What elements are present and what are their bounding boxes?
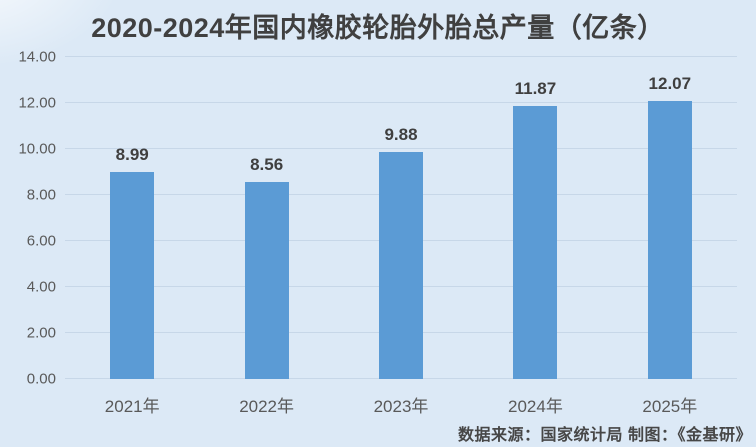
bar-slot: 12.07: [603, 57, 737, 379]
y-tick-label: 8.00: [26, 186, 56, 204]
bar-value-label: 8.99: [115, 145, 149, 165]
bar: [110, 172, 155, 379]
y-tick-label: 6.00: [26, 232, 56, 250]
gridline: [65, 102, 737, 103]
x-tick-label: 2025年: [642, 397, 698, 416]
y-tick-label: 0.00: [26, 370, 56, 388]
y-tick-label: 14.00: [18, 48, 56, 66]
source-note: 数据来源：国家统计局 制图：《金基研》: [458, 427, 752, 444]
x-tick-label: 2023年: [373, 397, 429, 416]
plot-area: 8.99 8.56 9.88 11.87 12.07: [65, 56, 737, 379]
bar: [379, 151, 424, 379]
x-tick-label: 2024年: [508, 397, 563, 416]
bar: [647, 101, 692, 379]
y-tick-label: 4.00: [26, 278, 56, 296]
bar-slot: 8.56: [199, 57, 333, 379]
y-tick-label: 12.00: [18, 94, 56, 112]
bar-value-label: 9.88: [384, 124, 418, 144]
bar-slot: 11.87: [468, 57, 602, 379]
bar-value-label: 8.56: [250, 155, 284, 175]
bar: [513, 106, 558, 379]
y-tick-label: 2.00: [26, 324, 56, 342]
bar-slot: 9.88: [334, 57, 468, 379]
chart-title: 2020-2024年国内橡胶轮胎外胎总产量（亿条）: [91, 13, 665, 43]
gridline: [65, 56, 737, 57]
bar-slot: 8.99: [65, 57, 199, 379]
y-axis-labels: 0.00 2.00 4.00 6.00 8.00 10.00 12.00 14.00: [0, 49, 56, 388]
bars-layer: 8.99 8.56 9.88 11.87 12.07: [65, 57, 737, 379]
bar-value-label: 11.87: [514, 79, 557, 98]
x-axis-labels: 2021年 2022年 2023年 2024年 2025年: [65, 392, 737, 417]
bar: [244, 182, 289, 379]
bar-value-label: 12.07: [648, 74, 692, 94]
y-tick-label: 10.00: [18, 140, 56, 158]
gridline: [65, 148, 737, 149]
x-tick-label: 2022年: [239, 397, 295, 416]
x-tick-label: 2021年: [104, 397, 160, 416]
